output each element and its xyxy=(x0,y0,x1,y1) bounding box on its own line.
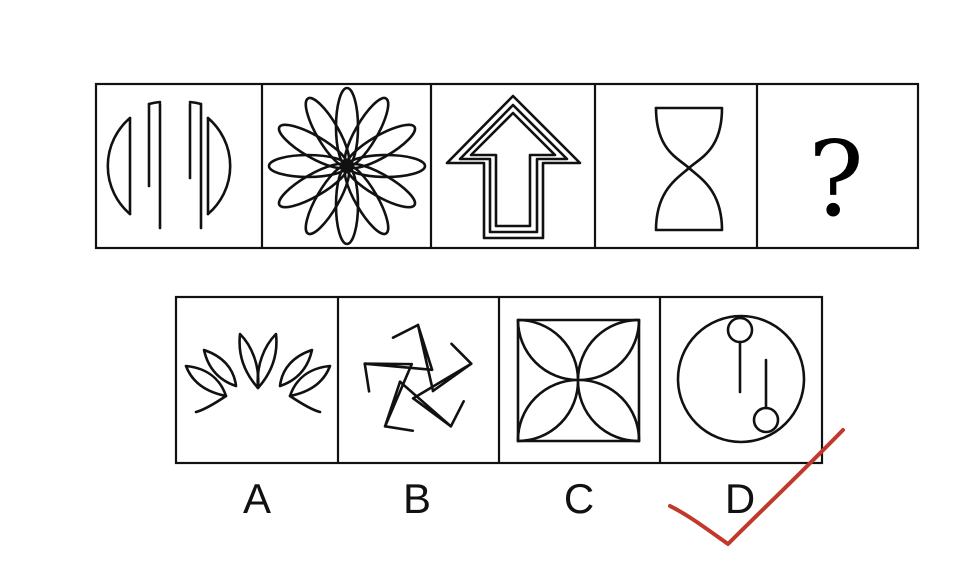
red-checkmark-icon xyxy=(668,428,845,546)
double-outline-arrow-up-icon xyxy=(445,94,582,240)
option-label-d: D xyxy=(725,475,755,522)
option-c[interactable] xyxy=(516,318,641,443)
lotus-petals-icon xyxy=(184,332,332,414)
square-with-four-petals-icon xyxy=(516,318,641,443)
question-row-frame xyxy=(94,82,920,250)
option-b[interactable] xyxy=(363,323,473,433)
flower-petal xyxy=(345,153,427,179)
circle-with-two-pins-icon xyxy=(676,314,806,444)
pinwheel-blade xyxy=(383,362,414,428)
pinwheel-blade xyxy=(363,362,434,372)
option-a[interactable] xyxy=(184,332,332,414)
option-label-a: A xyxy=(243,475,271,522)
options-row: A B C D xyxy=(174,295,824,522)
flower-center xyxy=(341,160,353,172)
hourglass-icon xyxy=(654,106,724,232)
flower-petal xyxy=(267,153,349,179)
pinwheel-star-icon xyxy=(363,323,473,433)
option-label-c: C xyxy=(564,475,594,522)
pinwheel-edge xyxy=(363,362,371,393)
pinwheel-edge xyxy=(391,323,420,339)
pinwheel-edge xyxy=(449,400,465,428)
question-row: ? xyxy=(94,82,920,250)
pinwheel-blade xyxy=(416,323,435,393)
option-label-b: B xyxy=(403,475,431,522)
pinwheel-edge xyxy=(383,425,415,433)
circle-with-vertical-slots-icon xyxy=(106,100,232,230)
flower-petal xyxy=(334,86,360,168)
flower-petal xyxy=(334,164,360,246)
option-d[interactable] xyxy=(676,314,806,444)
pinwheel-edge xyxy=(450,342,473,365)
question-mark: ? xyxy=(808,118,864,240)
flower-of-ellipses-icon xyxy=(267,86,427,246)
pinwheel-blade xyxy=(398,380,453,428)
